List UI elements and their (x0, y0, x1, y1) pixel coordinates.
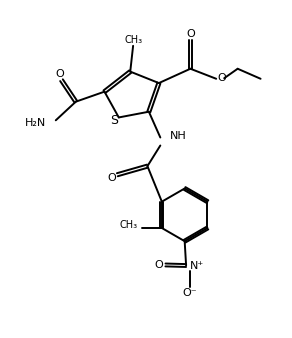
Text: H₂N: H₂N (25, 118, 47, 128)
Text: O⁻: O⁻ (182, 288, 197, 298)
Text: CH₃: CH₃ (124, 34, 142, 45)
Text: O: O (155, 260, 164, 270)
Text: O: O (186, 29, 195, 39)
Text: CH₃: CH₃ (119, 220, 138, 230)
Text: NH: NH (169, 131, 186, 141)
Text: O: O (107, 173, 116, 183)
Text: S: S (110, 114, 118, 127)
Text: O: O (56, 69, 65, 79)
Text: N⁺: N⁺ (190, 261, 204, 271)
Text: O: O (218, 73, 226, 83)
